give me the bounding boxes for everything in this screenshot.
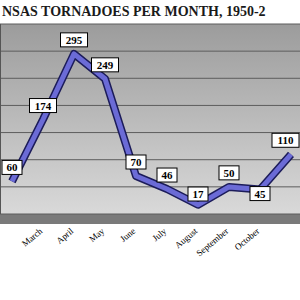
- x-tick-label: June: [118, 226, 137, 244]
- data-label: 249: [97, 59, 114, 71]
- line-shadow: [12, 54, 291, 205]
- data-label: 174: [35, 100, 52, 112]
- data-label-box: [188, 187, 208, 201]
- x-tick-label: April: [54, 226, 75, 246]
- chart-root: 60 174 295 249 70 46 17 50 45 110 March April May Jun…: [0, 0, 300, 300]
- data-label-box: [61, 33, 88, 47]
- data-label-box: [250, 187, 270, 201]
- x-tick-label: September: [194, 226, 230, 258]
- grid-line: [0, 51, 300, 52]
- plot-floor: [0, 214, 300, 224]
- grid-line: [0, 78, 300, 79]
- x-tick-label: July: [150, 226, 168, 244]
- grid-line: [0, 214, 300, 215]
- series-group: [12, 54, 291, 205]
- data-label: 70: [131, 156, 143, 168]
- y-axis-line: [0, 24, 1, 214]
- x-tick-label: March: [20, 226, 45, 249]
- data-label: 60: [7, 161, 19, 173]
- grid-line: [0, 159, 300, 160]
- plot-background: [0, 24, 300, 214]
- chart: 60 174 295 249 70 46 17 50 45 110 March April May Jun…: [0, 0, 300, 300]
- grid-line: [0, 132, 300, 133]
- data-label-box: [92, 58, 119, 72]
- x-tick-label: May: [87, 226, 106, 245]
- data-label: 17: [193, 188, 205, 200]
- data-label: 46: [162, 169, 174, 181]
- grid-line: [0, 24, 300, 25]
- data-label-box: [272, 133, 299, 147]
- title: NSAS TORNADOES PER MONTH, 1950-2: [2, 4, 266, 19]
- line: [12, 54, 291, 205]
- x-tick-label: October: [233, 226, 262, 252]
- data-label-box: [30, 99, 57, 113]
- data-label-box: [126, 155, 146, 169]
- data-label-box: [157, 168, 177, 182]
- data-label: 45: [255, 188, 267, 200]
- data-label: 50: [224, 167, 236, 179]
- x-tick-label: August: [173, 226, 200, 251]
- data-label-box: [2, 160, 22, 174]
- data-label-box: [219, 166, 239, 180]
- data-label: 295: [66, 34, 83, 46]
- data-label: 110: [278, 134, 294, 146]
